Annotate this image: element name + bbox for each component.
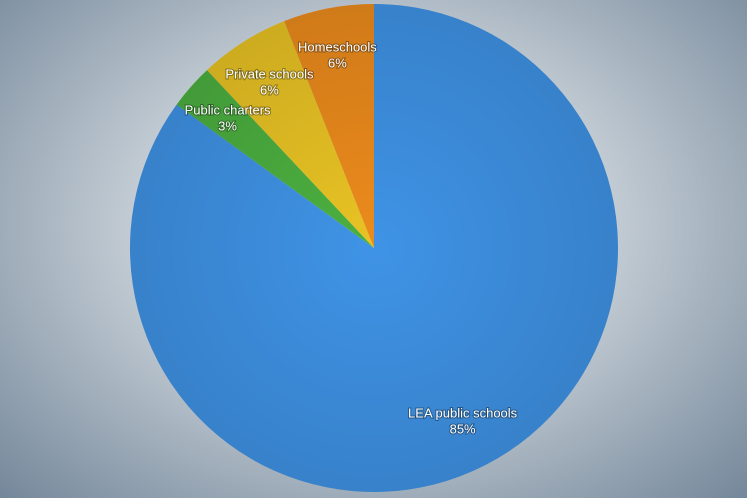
pie [129, 4, 618, 492]
slice-label: Homeschools [298, 40, 377, 55]
slice-value-label: 3% [218, 118, 237, 133]
slice-label: LEA public schools [408, 405, 518, 420]
slice-value-label: 6% [260, 83, 279, 98]
slice-label: Public charters [185, 102, 271, 117]
slice-value-label: 85% [450, 421, 476, 436]
slice-label: Private schools [225, 67, 314, 82]
slice-value-label: 6% [328, 56, 347, 71]
